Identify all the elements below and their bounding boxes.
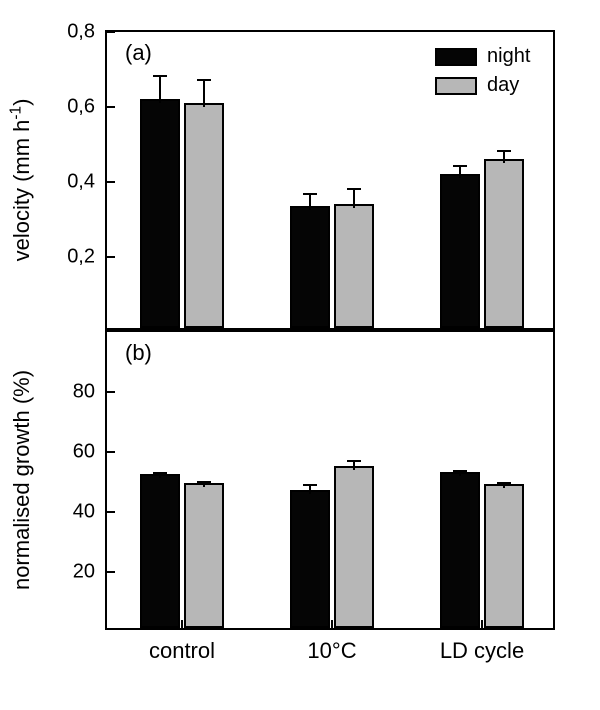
legend-item-day: day [435,74,530,97]
ytick [107,106,115,108]
error-bar-cap [197,481,211,483]
bar-night [140,474,180,629]
ytick [107,571,115,573]
panel-b: 20406080(b)control10°CLD cycle [105,330,555,630]
xtick [331,620,333,628]
error-bar-cap [197,79,211,81]
error-bar-cap [497,150,511,152]
xtick-label: 10°C [307,638,356,664]
legend-item-night: night [435,45,530,68]
ytick-label: 0,4 [67,171,95,194]
y-axis-label: normalised growth (%) [9,370,35,590]
xtick [481,620,483,628]
ytick-label: 20 [73,561,95,584]
bar-day [484,484,524,628]
xtick [181,620,183,628]
error-bar-cap [453,470,467,472]
bar-night [140,99,180,328]
error-bar-cap [153,75,167,77]
error-bar-cap [303,193,317,195]
error-bar-stem [159,75,161,103]
bar-night [290,206,330,328]
error-bar-cap [497,482,511,484]
ytick-label: 0,8 [67,21,95,44]
panel-tag: (a) [125,40,152,66]
error-bar-cap [303,484,317,486]
ytick [107,391,115,393]
legend: night day [435,45,530,103]
bar-night [290,490,330,628]
bar-day [334,466,374,628]
ytick-label: 40 [73,501,95,524]
xtick-label: LD cycle [440,638,524,664]
ytick [107,451,115,453]
bar-day [484,159,524,328]
legend-label: night [487,45,530,68]
error-bar-stem [203,79,205,107]
ytick-label: 80 [73,381,95,404]
bar-day [184,483,224,629]
ytick-label: 0,2 [67,246,95,269]
bar-night [440,472,480,628]
error-bar-stem [353,188,355,209]
legend-swatch [435,77,477,95]
ytick-label: 0,6 [67,96,95,119]
error-bar-cap [347,188,361,190]
ytick-label: 60 [73,441,95,464]
ytick [107,181,115,183]
xtick-label: control [149,638,215,664]
figure: 0,20,40,60,8(a)velocity (mm h-1)20406080… [0,0,600,710]
y-axis-label: velocity (mm h-1) [8,99,35,262]
ytick [107,31,115,33]
error-bar-cap [453,165,467,167]
panel-tag: (b) [125,340,152,366]
legend-swatch [435,48,477,66]
bar-day [334,204,374,328]
bar-night [440,174,480,328]
error-bar-stem [309,193,311,210]
bar-day [184,103,224,328]
legend-label: day [487,74,519,97]
error-bar-cap [153,472,167,474]
ytick [107,511,115,513]
error-bar-cap [347,460,361,462]
ytick [107,256,115,258]
